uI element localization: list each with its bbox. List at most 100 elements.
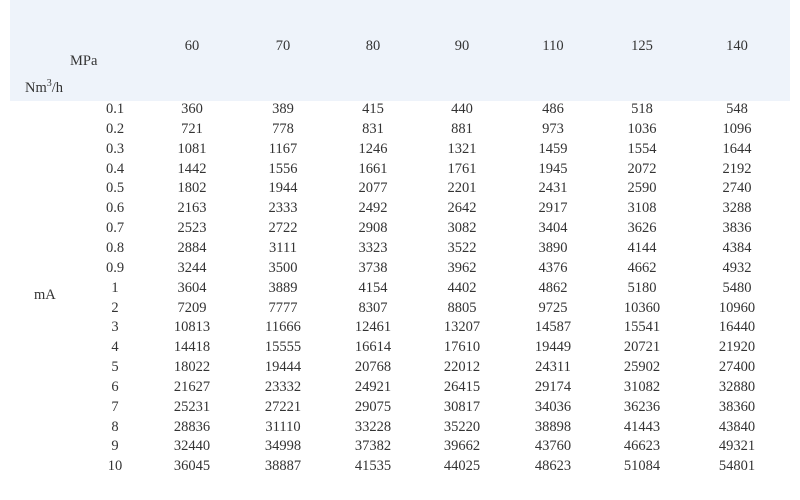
table-cell: 831 xyxy=(362,120,384,137)
table-cell: 20768 xyxy=(354,359,392,376)
table-cell: 4154 xyxy=(358,279,388,296)
table-cell: 11666 xyxy=(265,319,301,336)
table-cell: 2072 xyxy=(627,160,657,177)
table-cell: 15541 xyxy=(623,319,661,336)
table-cell: 41443 xyxy=(623,418,661,435)
table-cell: 3111 xyxy=(269,239,297,256)
row-label: 0.8 xyxy=(105,239,125,256)
table-cell: 51084 xyxy=(623,458,661,475)
table-cell: 3244 xyxy=(177,259,207,276)
table-cell: 5480 xyxy=(722,279,752,296)
table-cell: 1554 xyxy=(627,140,657,157)
table-cell: 36045 xyxy=(173,458,211,475)
row-label: 0.6 xyxy=(105,200,125,217)
row-label: 0.1 xyxy=(105,101,125,117)
table-cell: 1944 xyxy=(268,180,298,197)
table-cell: 3288 xyxy=(722,200,752,217)
table-cell: 32880 xyxy=(718,378,756,395)
column-header: 125 xyxy=(631,38,653,54)
table-cell: 29174 xyxy=(534,378,572,395)
table-cell: 28836 xyxy=(173,418,211,435)
table-cell: 486 xyxy=(542,101,564,117)
table-cell: 1321 xyxy=(447,140,477,157)
table-cell: 22012 xyxy=(443,359,481,376)
table-cell: 3890 xyxy=(538,239,568,256)
table-cell: 5180 xyxy=(627,279,657,296)
table-cell: 2077 xyxy=(358,180,388,197)
table-cell: 21920 xyxy=(718,339,756,356)
table-cell: 2884 xyxy=(177,239,207,256)
table-cell: 24311 xyxy=(535,359,571,376)
table-cell: 1644 xyxy=(722,140,752,157)
table-cell: 48623 xyxy=(534,458,572,475)
table-cell: 4384 xyxy=(722,239,752,256)
pressure-unit-label: MPa xyxy=(70,53,98,69)
table-cell: 2333 xyxy=(268,200,298,217)
table-cell: 1081 xyxy=(177,140,207,157)
table-cell: 14418 xyxy=(173,339,211,356)
table-cell: 415 xyxy=(362,101,384,117)
table-cell: 38360 xyxy=(718,398,756,415)
table-cell: 3323 xyxy=(358,239,388,256)
table-cell: 2431 xyxy=(538,180,568,197)
flow-unit-label: Nm3/h xyxy=(25,78,64,96)
table-cell: 21627 xyxy=(173,378,211,395)
table-cell: 43760 xyxy=(534,438,572,455)
table-cell: 37382 xyxy=(354,438,392,455)
table-header xyxy=(10,0,790,101)
table-cell: 3108 xyxy=(627,200,657,217)
table-cell: 881 xyxy=(451,120,473,137)
table-cell: 34036 xyxy=(534,398,572,415)
table-cell: 3889 xyxy=(268,279,298,296)
table-cell: 3836 xyxy=(722,220,752,237)
table-cell: 3738 xyxy=(358,259,388,276)
table-cell: 389 xyxy=(272,101,294,117)
table-cell: 38887 xyxy=(264,458,302,475)
table-cell: 16440 xyxy=(718,319,756,336)
table-cell: 2722 xyxy=(268,220,298,237)
table-cell: 13207 xyxy=(443,319,481,336)
table-cell: 2642 xyxy=(447,200,477,217)
table-cell: 10813 xyxy=(173,319,211,336)
table-cell: 41535 xyxy=(354,458,392,475)
table-cell: 518 xyxy=(631,101,653,117)
table-cell: 1945 xyxy=(538,160,568,177)
table-cell: 44025 xyxy=(443,458,481,475)
row-label: 6 xyxy=(111,378,119,395)
column-header: 90 xyxy=(454,38,470,54)
table-cell: 7777 xyxy=(268,299,298,316)
table-cell: 33228 xyxy=(354,418,392,435)
row-label: 3 xyxy=(111,319,119,336)
table-cell: 4376 xyxy=(538,259,568,276)
table-cell: 19449 xyxy=(534,339,572,356)
table-cell: 32440 xyxy=(173,438,211,455)
row-label: 0.4 xyxy=(105,160,125,177)
table-cell: 360 xyxy=(181,101,203,117)
table-cell: 8805 xyxy=(447,299,477,316)
table-cell: 2523 xyxy=(177,220,207,237)
table-cell: 17610 xyxy=(443,339,481,356)
table-cell: 2908 xyxy=(358,220,388,237)
row-label: 1 xyxy=(111,279,119,296)
table-cell: 43840 xyxy=(718,418,756,435)
table-cell: 12461 xyxy=(354,319,392,336)
table-cell: 49321 xyxy=(718,438,756,455)
table-cell: 38898 xyxy=(534,418,572,435)
table-cell: 35220 xyxy=(443,418,481,435)
table-cell: 31082 xyxy=(623,378,661,395)
table-cell: 30817 xyxy=(443,398,481,415)
table-cell: 3082 xyxy=(447,220,477,237)
row-label: 4 xyxy=(111,339,119,356)
table-cell: 20721 xyxy=(623,339,661,356)
table-cell: 10960 xyxy=(718,299,756,316)
table-cell: 15555 xyxy=(264,339,302,356)
row-label: 0.7 xyxy=(105,220,125,237)
row-label: 2 xyxy=(111,299,119,316)
table-cell: 10360 xyxy=(623,299,661,316)
table-cell: 3522 xyxy=(447,239,477,256)
table-cell: 2163 xyxy=(177,200,207,217)
table-cell: 25231 xyxy=(173,398,211,415)
row-label: 10 xyxy=(107,458,123,475)
table-cell: 1459 xyxy=(538,140,568,157)
table-cell: 9725 xyxy=(538,299,568,316)
